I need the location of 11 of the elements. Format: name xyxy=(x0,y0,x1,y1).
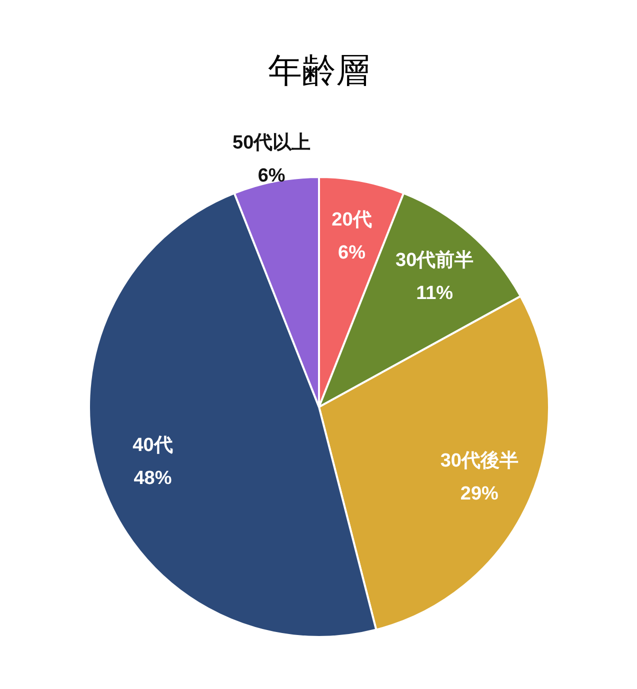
data-label: 11% xyxy=(416,282,454,304)
data-label: 29% xyxy=(460,483,499,504)
slice-label: 40代 xyxy=(132,435,173,456)
data-label: 6% xyxy=(338,242,366,264)
data-label: 6% xyxy=(258,165,286,186)
data-label: 48% xyxy=(134,468,172,490)
slice-label: 30代前半 xyxy=(396,248,474,271)
slice-label: 50代以上 xyxy=(232,131,311,154)
chart-title: 年齢層 xyxy=(268,51,370,91)
slice-label: 30代後半 xyxy=(440,449,518,472)
slice-label: 20代 xyxy=(332,209,372,230)
